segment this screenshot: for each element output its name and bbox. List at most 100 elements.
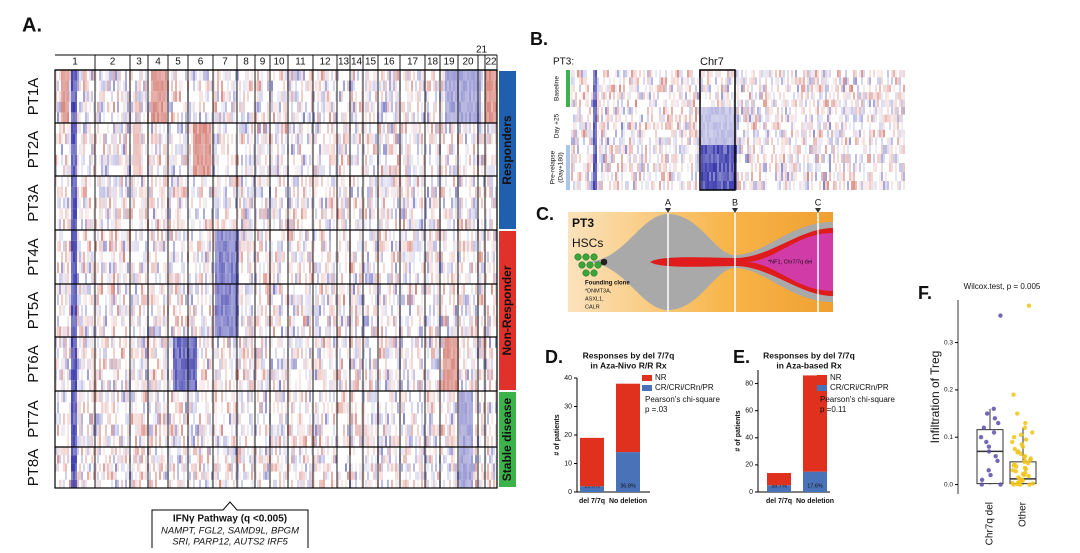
heatmap-cell bbox=[481, 112, 483, 123]
heatmap-cell bbox=[139, 123, 141, 134]
heatmap-cell bbox=[127, 230, 129, 241]
heatmap-cell bbox=[221, 391, 223, 403]
heatmap-cell bbox=[77, 413, 79, 425]
heatmap-cell bbox=[55, 447, 57, 456]
heatmap-cell bbox=[67, 165, 69, 176]
heatmap-cell bbox=[451, 273, 453, 284]
heatmap-cell bbox=[127, 165, 129, 176]
heatmap-cell bbox=[329, 144, 331, 155]
heatmap-cell bbox=[111, 112, 113, 123]
heatmap-cell bbox=[75, 471, 77, 480]
heatmap-cell bbox=[215, 315, 217, 327]
heatmap-cell bbox=[409, 358, 411, 370]
heatmap-cell bbox=[169, 186, 171, 198]
heatmap-cell bbox=[361, 326, 363, 337]
heatmap-cell bbox=[97, 479, 99, 488]
heatmap-cell bbox=[423, 273, 425, 284]
heatmap-cell bbox=[169, 219, 171, 230]
heatmap-cell bbox=[413, 240, 415, 252]
heatmap-cell bbox=[383, 294, 385, 306]
heatmap-cell bbox=[333, 80, 335, 92]
heatmap-cell bbox=[105, 154, 107, 166]
heatmap-cell bbox=[291, 262, 293, 274]
heatmap-cell bbox=[143, 358, 145, 370]
heatmap-cell bbox=[467, 219, 469, 230]
heatmap-cell bbox=[217, 240, 219, 252]
heatmap-cell bbox=[343, 176, 345, 187]
heatmap-cell bbox=[351, 133, 353, 145]
heatmap-cell bbox=[79, 391, 81, 403]
heatmap-cell bbox=[453, 294, 455, 306]
heatmap-cell bbox=[215, 284, 217, 295]
heatmap-cell bbox=[447, 326, 449, 337]
heatmap-cell bbox=[67, 413, 69, 425]
heatmap-cell bbox=[115, 197, 117, 209]
heatmap-cell bbox=[487, 315, 489, 327]
heatmap-cell bbox=[429, 337, 431, 348]
heatmap-cell bbox=[491, 369, 493, 381]
heatmap-cell bbox=[319, 197, 321, 209]
heatmap-cell bbox=[285, 112, 287, 123]
heatmap-cell bbox=[215, 305, 217, 316]
heatmap-cell bbox=[175, 358, 177, 370]
heatmap-cell bbox=[171, 165, 173, 176]
heatmap-cell bbox=[335, 358, 337, 370]
heatmap-cell bbox=[413, 133, 415, 145]
heatmap-cell bbox=[463, 347, 465, 359]
heatmap-cell bbox=[131, 369, 133, 381]
heatmap-cell bbox=[491, 133, 493, 145]
heatmap-cell bbox=[133, 337, 135, 348]
heatmap-cell bbox=[83, 154, 85, 166]
heatmap-cell bbox=[411, 435, 413, 447]
heatmap bbox=[55, 391, 497, 447]
heatmap-cell bbox=[403, 273, 405, 284]
heatmap-cell bbox=[395, 284, 397, 295]
heatmap-cell bbox=[75, 284, 77, 295]
heatmap-cell bbox=[177, 112, 179, 123]
heatmap-cell bbox=[235, 294, 237, 306]
heatmap-cell bbox=[57, 240, 59, 252]
heatmap-cell bbox=[101, 154, 103, 166]
heatmap-cell bbox=[473, 133, 475, 145]
heatmap-cell bbox=[111, 240, 113, 252]
heatmap-cell bbox=[179, 294, 181, 306]
heatmap-cell bbox=[401, 133, 403, 145]
heatmap-cell bbox=[271, 294, 273, 306]
heatmap-cell bbox=[161, 315, 163, 327]
heatmap-cell bbox=[55, 165, 57, 176]
heatmap-cell bbox=[163, 70, 165, 81]
heatmap-cell bbox=[291, 144, 293, 155]
heatmap-cell bbox=[75, 435, 77, 447]
heatmap-cell bbox=[93, 112, 95, 123]
heatmap-cell bbox=[245, 369, 247, 381]
heatmap-cell bbox=[361, 305, 363, 316]
heatmap-cell bbox=[479, 91, 481, 102]
heatmap-cell bbox=[459, 208, 461, 220]
heatmap-cell bbox=[405, 347, 407, 359]
heatmap-cell bbox=[207, 144, 209, 155]
heatmap-cell bbox=[305, 391, 307, 403]
heatmap-cell bbox=[363, 315, 365, 327]
heatmap-cell bbox=[231, 154, 233, 166]
heatmap-cell bbox=[117, 80, 119, 92]
heatmap-cell bbox=[289, 326, 291, 337]
heatmap-cell bbox=[153, 197, 155, 209]
heatmap-cell bbox=[183, 413, 185, 425]
heatmap-cell bbox=[465, 70, 467, 81]
heatmap-cell bbox=[435, 186, 437, 198]
heatmap-cell bbox=[133, 133, 135, 145]
heatmap-cell bbox=[173, 176, 175, 187]
heatmap-cell bbox=[241, 240, 243, 252]
heatmap-cell bbox=[393, 380, 395, 391]
heatmap-cell bbox=[251, 358, 253, 370]
heatmap-cell bbox=[81, 413, 83, 425]
heatmap-cell bbox=[489, 315, 491, 327]
heatmap-cell bbox=[391, 369, 393, 381]
heatmap-cell bbox=[181, 369, 183, 381]
heatmap-cell bbox=[327, 101, 329, 113]
heatmap-cell bbox=[335, 133, 337, 145]
heatmap-cell bbox=[57, 391, 59, 403]
heatmap-cell bbox=[403, 240, 405, 252]
heatmap-cell bbox=[373, 144, 375, 155]
heatmap-cell bbox=[277, 208, 279, 220]
